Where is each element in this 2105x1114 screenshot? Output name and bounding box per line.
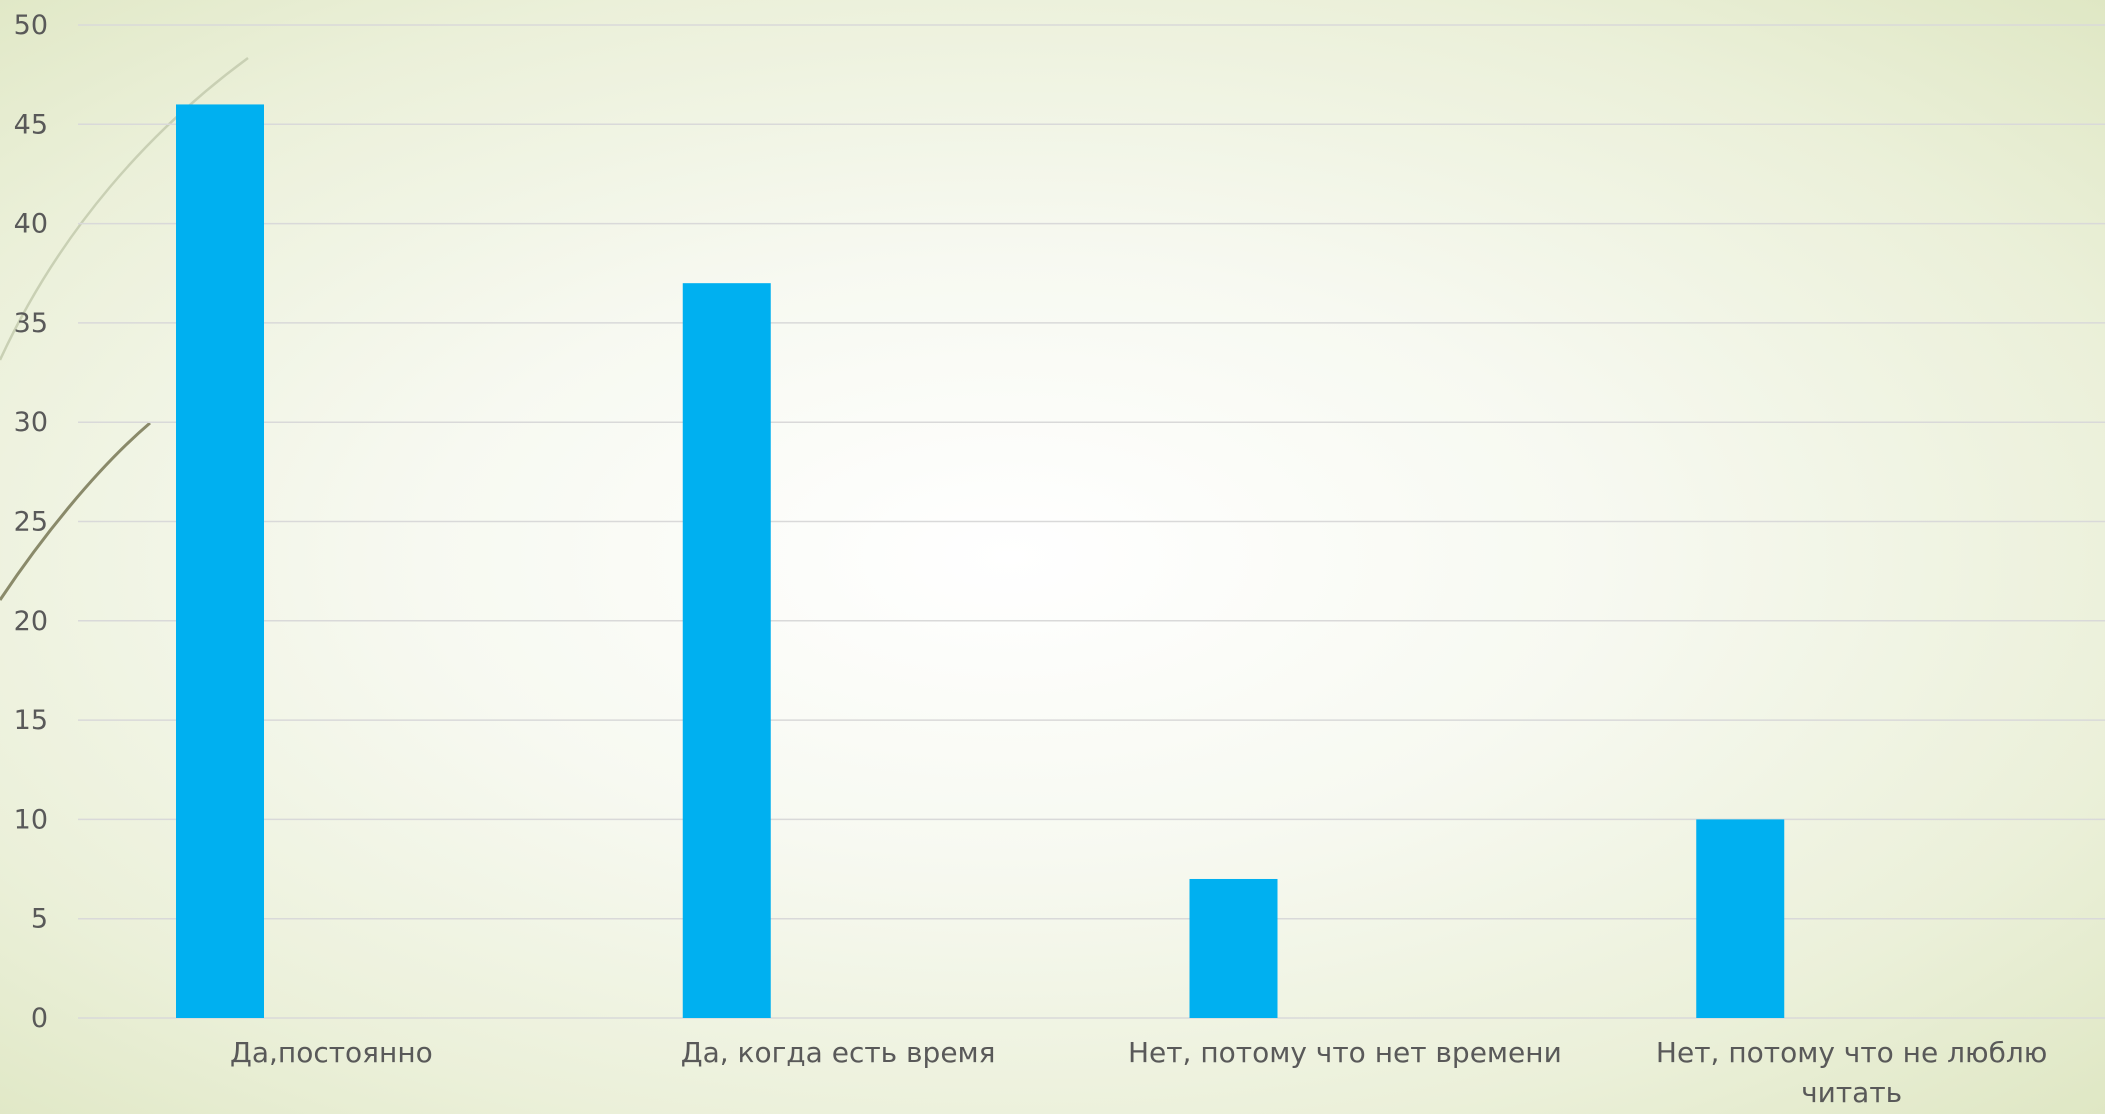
x-category-label: Нет, потому что не люблю читать bbox=[1656, 1036, 2047, 1109]
bar-3 bbox=[1189, 878, 1278, 1018]
y-tick-label: 40 bbox=[14, 209, 48, 240]
y-tick-label: 10 bbox=[14, 804, 48, 835]
gridlines bbox=[78, 24, 2105, 1019]
y-tick-label: 5 bbox=[31, 904, 48, 935]
y-axis-tick-labels: 0 5 10 15 20 25 30 35 40 45 50 bbox=[14, 10, 48, 1034]
y-tick-label: 15 bbox=[14, 705, 48, 736]
x-category-label: Нет, потому что нет времени bbox=[1128, 1036, 1562, 1069]
x-category-label-line: Нет, потому что не люблю bbox=[1656, 1036, 2047, 1069]
x-category-label-line: Нет, потому что нет времени bbox=[1128, 1036, 1562, 1069]
x-axis-category-labels: Да,постоянно Да, когда есть время Нет, пот… bbox=[230, 1036, 2047, 1109]
x-category-label: Да, когда есть время bbox=[681, 1036, 996, 1069]
y-tick-label: 0 bbox=[31, 1003, 48, 1034]
y-tick-label: 45 bbox=[14, 109, 48, 140]
bars bbox=[176, 104, 1785, 1018]
y-tick-label: 50 bbox=[14, 10, 48, 41]
bar-1 bbox=[176, 104, 264, 1018]
y-tick-label: 20 bbox=[14, 606, 48, 637]
bar-2 bbox=[682, 283, 771, 1018]
y-tick-label: 30 bbox=[14, 407, 48, 438]
decorative-curve-dark bbox=[0, 421, 151, 601]
decorative-curves bbox=[0, 56, 249, 601]
x-category-label-line: читать bbox=[1801, 1076, 1902, 1109]
decorative-curve-light bbox=[0, 56, 249, 361]
y-tick-label: 25 bbox=[14, 507, 48, 538]
x-category-label: Да,постоянно bbox=[230, 1036, 433, 1069]
x-category-label-line: Да, когда есть время bbox=[681, 1036, 996, 1069]
x-category-label-line: Да,постоянно bbox=[230, 1036, 433, 1069]
bar-4 bbox=[1696, 819, 1785, 1018]
y-tick-label: 35 bbox=[14, 308, 48, 339]
